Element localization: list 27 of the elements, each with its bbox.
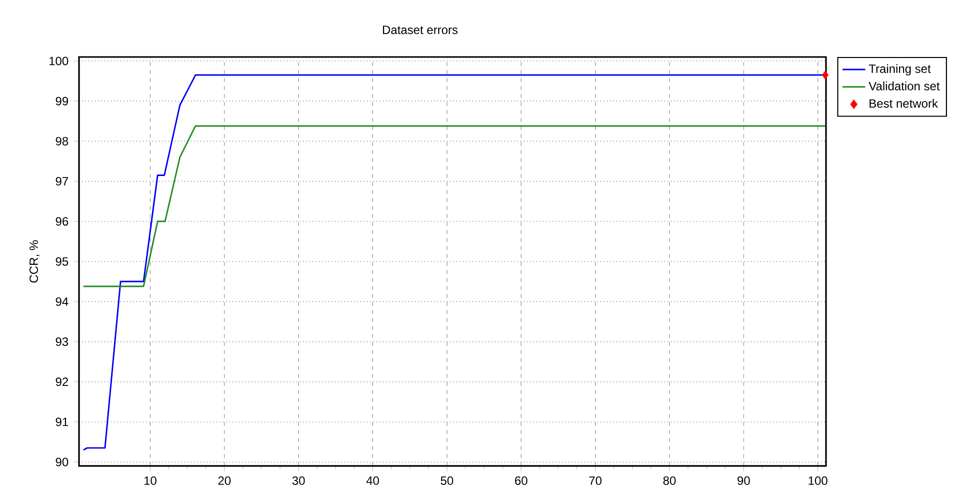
x-tick-label: 90 [738, 476, 750, 485]
y-tick-label: 93 [56, 337, 68, 346]
x-tick-label: 50 [440, 476, 454, 485]
x-tick-label: 40 [366, 476, 379, 485]
y-tick-label: 98 [56, 136, 68, 146]
y-tick-label: 96 [56, 217, 68, 226]
y-tick-label: 94 [56, 297, 68, 306]
line-series [82, 125, 826, 288]
legend-label: Validation set [868, 82, 940, 90]
chart-title: Dataset errors [382, 26, 458, 34]
legend-label: Best network [870, 98, 938, 108]
x-tick-label: 20 [218, 476, 231, 485]
x-tick-label: 70 [589, 476, 602, 485]
legend-label: Training set [868, 64, 931, 76]
x-tick-label: 100 [808, 476, 828, 485]
x-tick-label: 60 [515, 476, 528, 485]
x-tick-label: 80 [663, 476, 676, 485]
y-tick-label: 99 [56, 96, 68, 106]
y-tick-label: 92 [56, 378, 68, 386]
x-tick-label: 30 [292, 476, 305, 485]
y-tick-label: 97 [56, 177, 68, 186]
y-axis-title: CCR, % [30, 240, 40, 283]
y-tick-label: 91 [56, 418, 68, 426]
x-tick-label: 10 [144, 476, 156, 485]
y-tick-label: 100 [50, 56, 68, 66]
y-tick-label: 95 [56, 257, 68, 266]
y-tick-label: 90 [56, 458, 68, 466]
